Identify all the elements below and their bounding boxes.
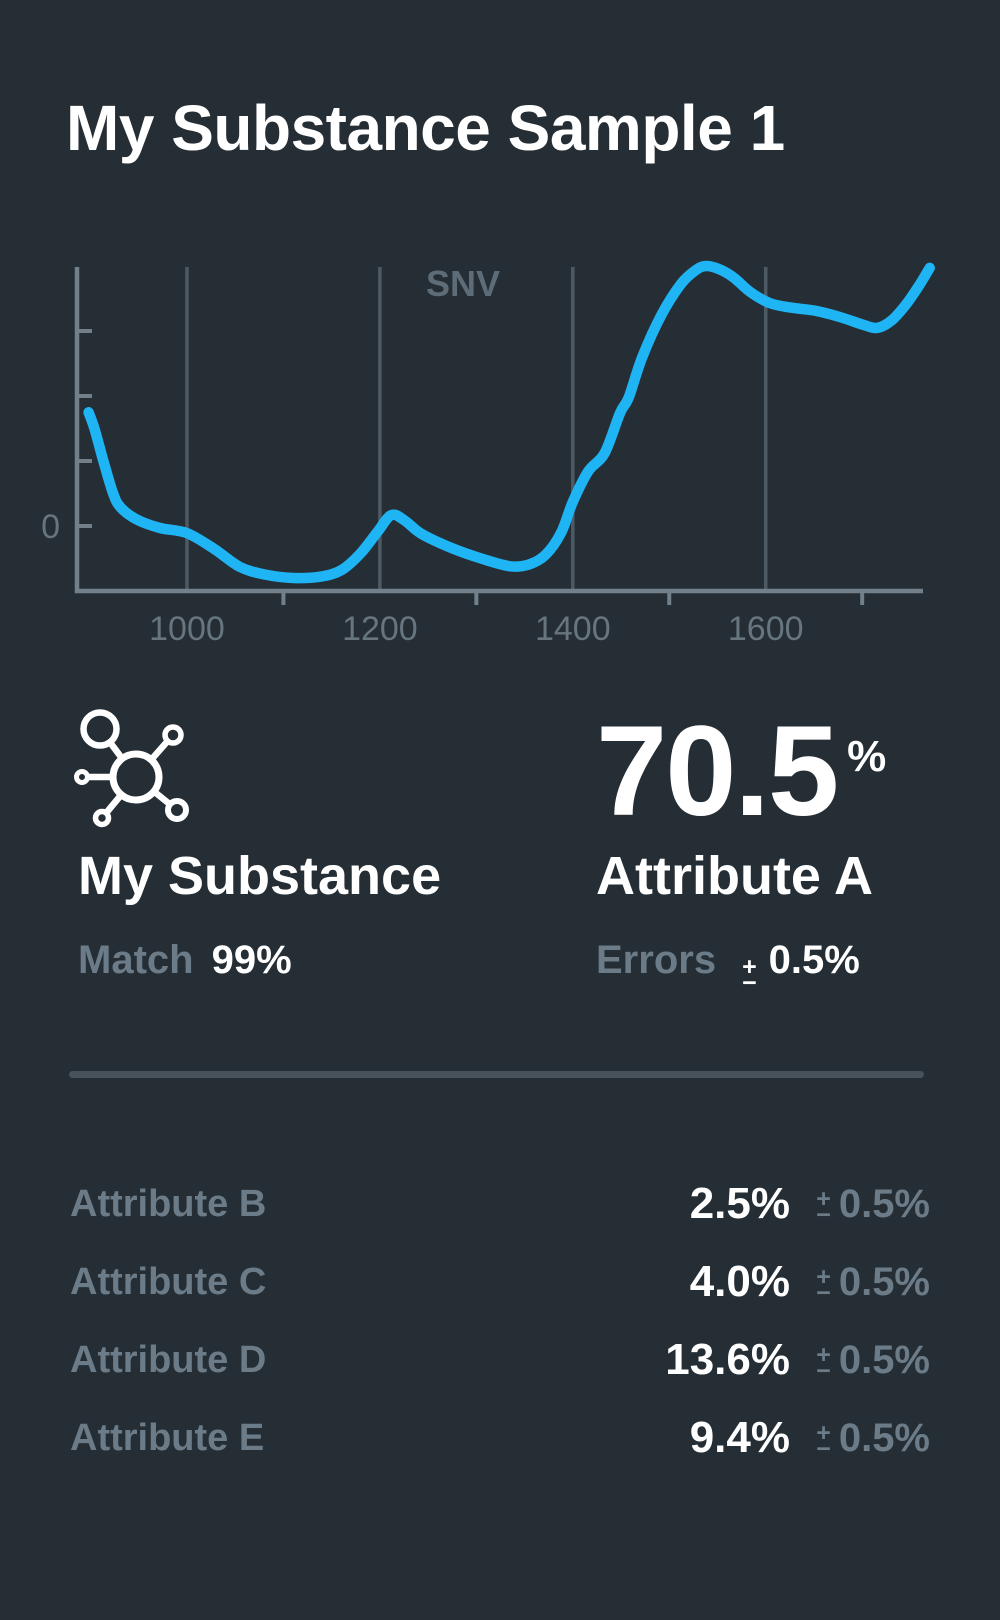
errors-value: 0.5% <box>768 938 860 982</box>
attribute-error: + − 0.5% <box>790 1181 930 1230</box>
table-row: Attribute D 13.6% + − 0.5% <box>70 1332 930 1388</box>
attribute-error: + − 0.5% <box>790 1337 930 1386</box>
molecule-atoms <box>74 709 189 828</box>
attribute-error-value: 0.5% <box>838 1181 930 1226</box>
page-title: My Substance Sample 1 <box>66 92 785 164</box>
match-value: 99% <box>211 938 292 982</box>
primary-attribute-value: 70.5 <box>596 700 839 843</box>
percent-sign: % <box>847 732 887 781</box>
chart-series-label: SNV <box>426 263 500 304</box>
x-axis-label: 1400 <box>535 610 611 648</box>
plus-minus-icon: + − <box>742 953 757 997</box>
section-divider <box>69 1071 924 1078</box>
attribute-name: Attribute B <box>70 1182 267 1225</box>
match-label: Match <box>78 938 194 982</box>
attribute-value: 13.6% <box>665 1335 790 1384</box>
y-axis-zero-label: 0 <box>41 508 60 546</box>
errors-line: Errors + − 0.5% <box>596 938 860 997</box>
plus-minus-icon: + − <box>816 1185 831 1230</box>
match-line: Match 99% <box>78 938 292 983</box>
table-row: Attribute E 9.4% + − 0.5% <box>70 1410 930 1466</box>
plus-minus-icon: + − <box>816 1341 831 1386</box>
attribute-name: Attribute D <box>70 1338 267 1381</box>
axis-line <box>74 267 923 594</box>
attribute-value: 9.4% <box>689 1413 790 1462</box>
attribute-error-value: 0.5% <box>838 1337 930 1382</box>
attribute-value: 2.5% <box>689 1179 790 1228</box>
errors-label: Errors <box>596 938 717 982</box>
attribute-error-value: 0.5% <box>838 1415 930 1460</box>
chart-gridlines <box>185 267 768 589</box>
x-axis-label: 1600 <box>728 610 804 648</box>
molecule-icon <box>74 709 189 828</box>
table-row: Attribute C 4.0% + − 0.5% <box>70 1254 930 1310</box>
attribute-error: + − 0.5% <box>790 1415 930 1464</box>
spectrum-curve-path <box>83 260 935 584</box>
x-axis-label: 1000 <box>149 610 225 648</box>
attribute-error-value: 0.5% <box>838 1259 930 1304</box>
attribute-value: 4.0% <box>689 1257 790 1306</box>
plus-minus-icon: + − <box>816 1419 831 1464</box>
plus-minus-icon: + − <box>816 1263 831 1308</box>
primary-attribute-value-row: 70.5 % <box>596 708 886 836</box>
x-axis-label: 1200 <box>342 610 418 648</box>
attribute-name: Attribute C <box>70 1260 267 1303</box>
attribute-error: + − 0.5% <box>790 1259 930 1308</box>
sample-name: My Substance <box>78 846 442 906</box>
table-row: Attribute B 2.5% + − 0.5% <box>70 1176 930 1232</box>
spectrum-chart: SNV 0 1000 1200 1400 1600 <box>41 260 935 648</box>
primary-attribute-name: Attribute A <box>596 846 873 906</box>
spectrum-curve <box>83 260 935 584</box>
attribute-name: Attribute E <box>70 1416 265 1459</box>
chart-axes <box>74 267 923 605</box>
x-axis-labels: 1000 1200 1400 1600 <box>149 610 803 648</box>
